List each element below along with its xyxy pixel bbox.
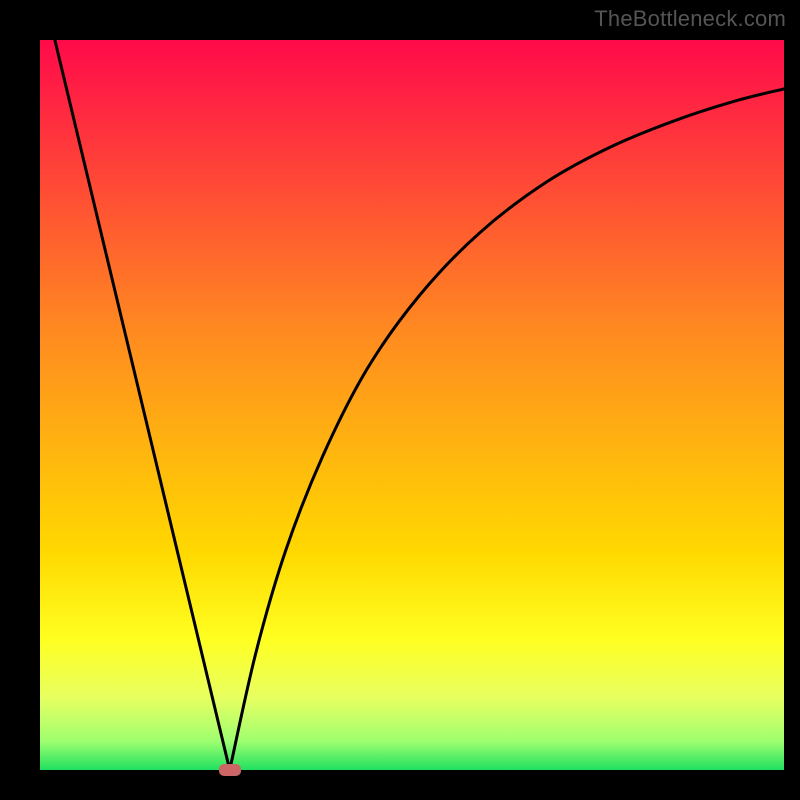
optimum-marker xyxy=(219,764,241,776)
chart-frame: TheBottleneck.com xyxy=(0,0,800,800)
plot-area xyxy=(40,40,784,770)
watermark-text: TheBottleneck.com xyxy=(594,6,786,32)
bottleneck-curve xyxy=(40,40,784,770)
